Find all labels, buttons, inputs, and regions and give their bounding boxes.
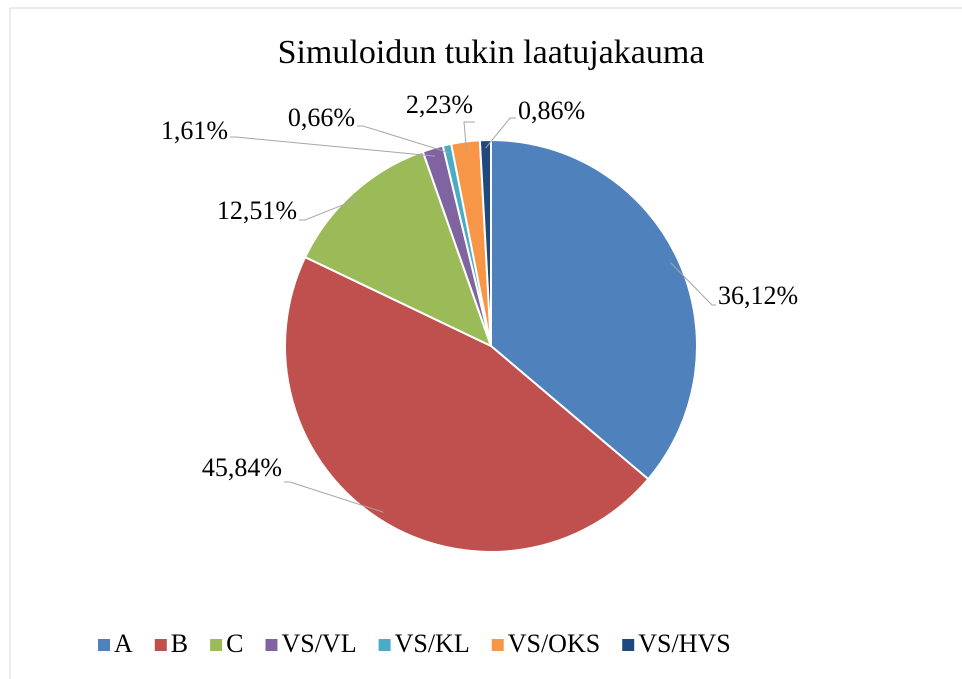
legend-label: VS/VL [281,629,356,658]
legend-swatch [210,639,223,651]
data-label: 0,66% [288,103,355,132]
legend-label: VS/HVS [638,629,730,658]
legend-label: C [226,629,243,658]
legend-label: VS/KL [395,629,470,658]
legend-swatch [265,639,278,651]
leader-line [485,117,516,149]
pie-slice [303,150,493,348]
leader-line [299,198,359,221]
chart-border [9,7,962,679]
pie-slice [478,138,492,347]
legend-swatch [378,639,391,651]
data-label: 12,51% [217,196,297,225]
leader-line [357,125,449,154]
legend-swatch [622,639,635,651]
pie-slice [284,255,650,553]
leader-line [284,481,384,513]
pie-slice [490,138,698,481]
legend-label: VS/OKS [508,629,600,658]
legend-swatch [491,639,504,651]
legend-swatch [98,639,110,651]
leader-line [670,262,716,306]
legend-swatch [154,639,167,651]
data-label: 36,12% [718,281,798,310]
data-label: 2,23% [406,90,473,119]
data-label: 0,86% [518,96,585,125]
legend-label: A [114,629,133,658]
chart-title: Simuloidun tukin laatujakauma [278,34,705,71]
leader-line [230,136,436,157]
data-label: 45,84% [202,453,282,482]
leader-line [463,121,475,150]
legend-label: B [171,629,188,658]
data-label: 1,61% [161,116,228,145]
